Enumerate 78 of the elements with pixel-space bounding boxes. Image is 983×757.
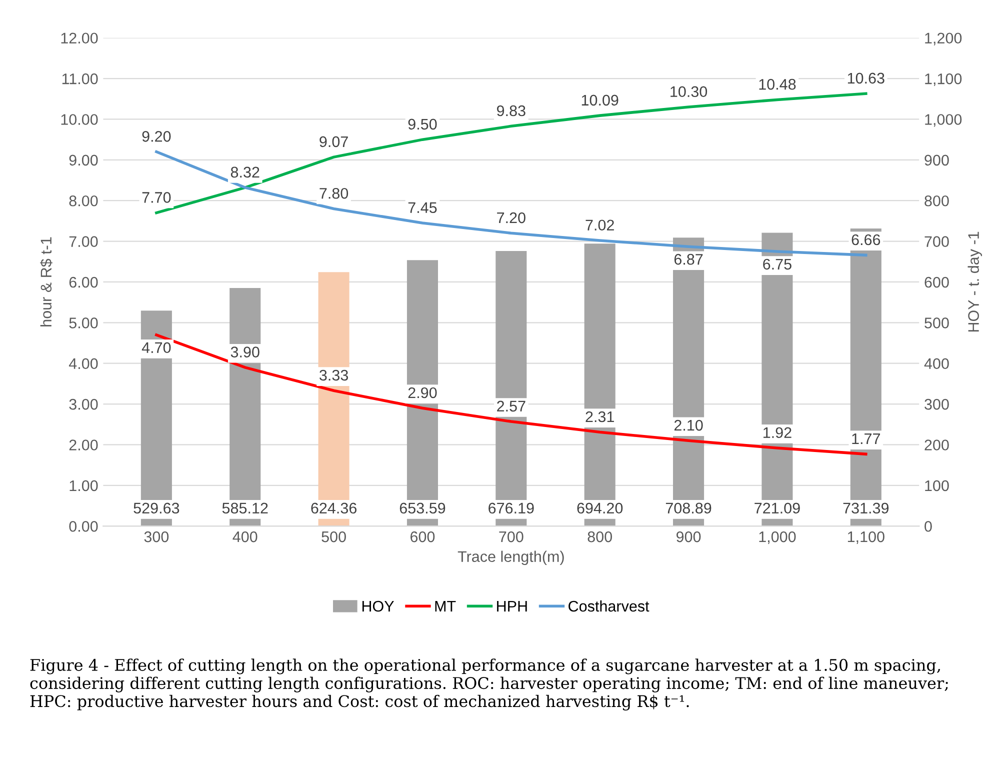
data-label: 676.19	[488, 502, 534, 514]
data-label: 3.33	[320, 370, 348, 381]
data-label: 7.45	[408, 202, 437, 214]
x-tick-label: 400	[232, 531, 258, 542]
y2-tick-label: 400	[924, 358, 949, 370]
data-label: 694.20	[577, 502, 623, 514]
data-label: 721.09	[754, 502, 800, 514]
data-label: 10.30	[670, 86, 708, 98]
data-label: 9.83	[497, 105, 526, 116]
x-tick-label: 900	[676, 531, 701, 542]
y2-tick-label: 500	[924, 318, 949, 328]
data-label: 2.31	[586, 411, 614, 422]
data-label: 9.50	[408, 118, 437, 130]
x-tick-label: 800	[588, 531, 612, 542]
data-label: 1.92	[764, 427, 792, 438]
data-label: 7.02	[586, 220, 614, 231]
y2-tick-label: 900	[924, 154, 949, 166]
y2-tick-label: 300	[924, 398, 949, 410]
x-tick-label: 1,100	[848, 531, 884, 544]
data-label: 10.09	[582, 94, 618, 106]
y2-tick-label: 0	[924, 520, 932, 532]
data-label: 731.39	[843, 502, 889, 514]
data-label: 10.63	[848, 72, 884, 84]
data-label: 3.90	[230, 346, 260, 358]
x-tick-label: 700	[499, 531, 524, 542]
y2-tick-label: 200	[924, 440, 949, 450]
y2-tick-label: 100	[925, 480, 949, 492]
y2-tick-label: 1,000	[925, 114, 962, 127]
data-label: 1.77	[852, 433, 880, 444]
y-axis-title: hour & R$ t-1	[40, 237, 52, 326]
data-label: 6.66	[852, 234, 880, 246]
x-tick-label: 600	[410, 531, 435, 542]
y-tick-label: 6.00	[69, 276, 98, 288]
data-label: 7.20	[497, 212, 526, 224]
data-label: 708.89	[666, 502, 712, 514]
legend-label: HOY	[362, 600, 394, 612]
y-tick-label: 2.00	[69, 440, 98, 450]
y-tick-label: 11.00	[62, 73, 98, 84]
y2-tick-label: 1,200	[925, 32, 962, 46]
data-label: 7.80	[320, 188, 348, 199]
legend-label: Costharvest	[568, 600, 650, 612]
data-label: 624.36	[311, 502, 356, 514]
y-tick-label: 3.00	[69, 398, 98, 410]
data-label: 9.07	[320, 136, 348, 148]
data-label: 6.75	[763, 258, 792, 270]
caption: Figure 4 - Effect of cutting length on the operational performance of a sugarcane harvester at a 1.50 m spacing, considering different cutting length configurations. ROC: harvester operating income; TM: end of line maneuver; HPC: productive harvester hours and Cost: cost of mechanized harvesting R$ t⁻¹.	[30, 658, 948, 710]
y-tick-label: 12.00	[61, 32, 98, 44]
data-label: 6.87	[674, 254, 703, 265]
y2-axis-title: HOY - t. day -1	[968, 232, 982, 332]
x-tick-label: 500	[322, 531, 346, 542]
y2-tick-label: 600	[924, 276, 949, 288]
data-label: 9.20	[142, 130, 171, 142]
y-tick-label: 9.00	[69, 154, 98, 166]
data-label: 653.59	[400, 502, 446, 514]
x-tick-label: 300	[144, 531, 169, 542]
data-label: 2.57	[497, 400, 526, 412]
y-tick-label: 8.00	[69, 195, 98, 206]
legend-label: HPH	[497, 600, 527, 612]
y-tick-label: 0.00	[69, 520, 98, 532]
y-tick-label: 7.00	[69, 236, 98, 247]
data-label: 529.63	[134, 502, 180, 514]
y2-tick-label: 1,100	[925, 73, 962, 86]
y2-tick-label: 700	[924, 236, 949, 247]
legend-label: MT	[435, 600, 456, 612]
x-tick-label: 1,000	[759, 531, 796, 544]
data-label: 585.12	[222, 502, 268, 514]
data-label: 4.70	[142, 342, 171, 354]
y-tick-label: 1.00	[70, 480, 98, 492]
y-tick-label: 5.00	[69, 318, 98, 328]
data-label: 8.32	[230, 166, 260, 178]
x-axis-title: Trace length(m)	[458, 550, 564, 566]
data-label: 2.90	[408, 387, 437, 398]
y2-tick-label: 800	[924, 195, 949, 206]
data-label: 2.10	[674, 420, 703, 431]
data-label: 7.70	[142, 192, 171, 203]
data-label: 10.48	[759, 78, 796, 90]
y-tick-label: 10.00	[61, 114, 98, 125]
y-tick-label: 4.00	[68, 358, 98, 370]
